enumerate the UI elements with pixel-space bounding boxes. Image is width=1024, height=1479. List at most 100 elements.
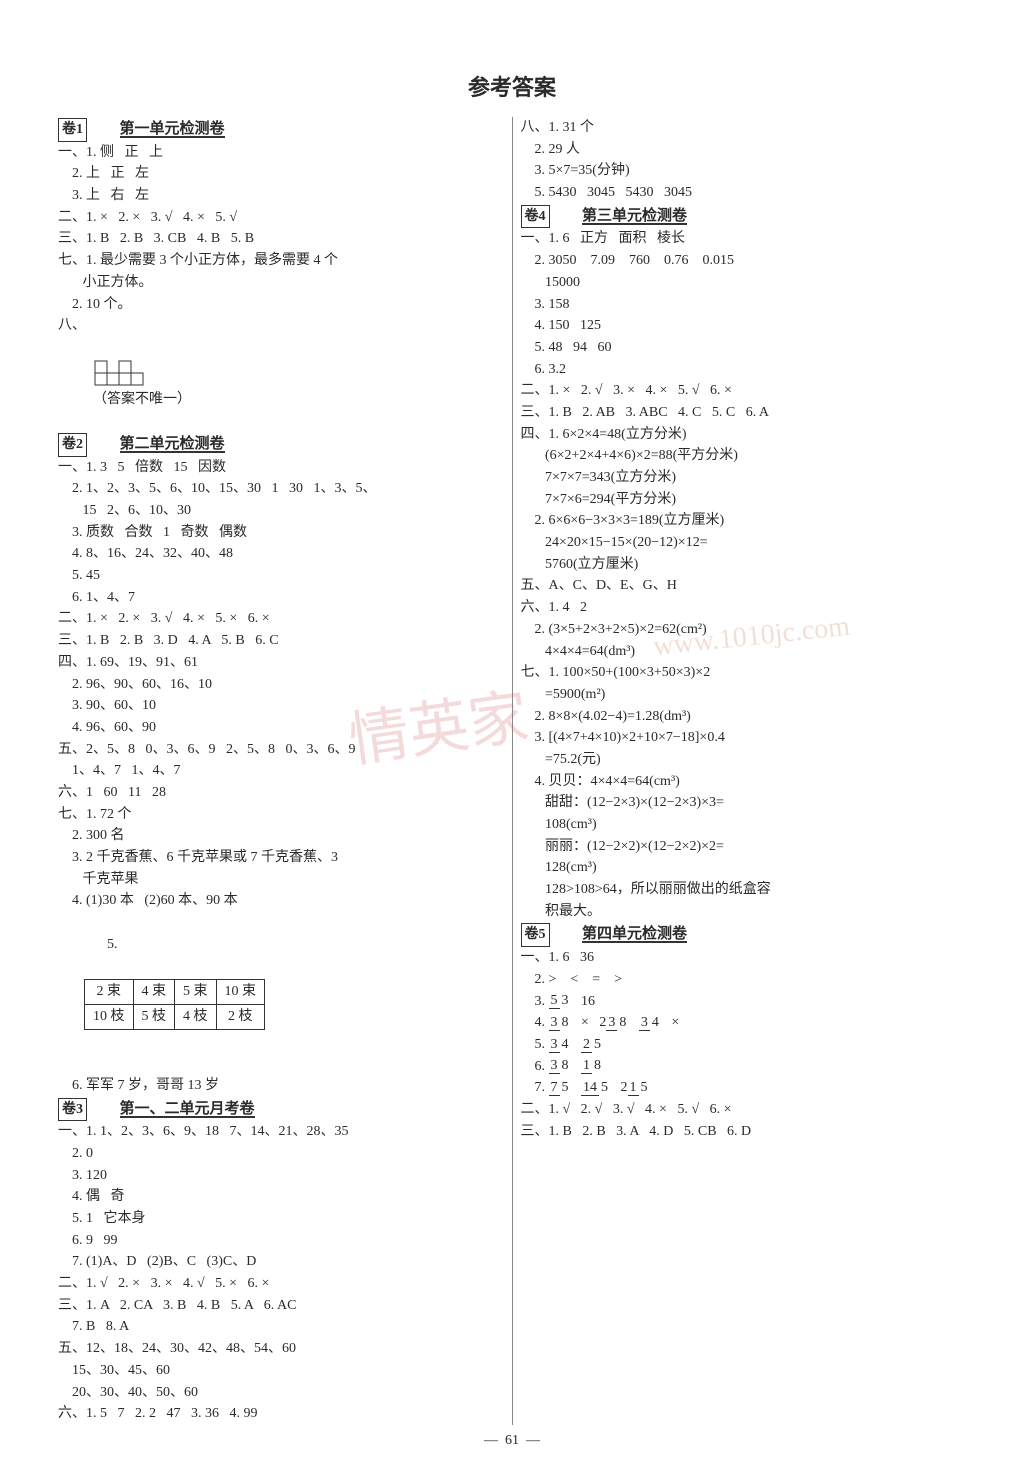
j2-after: 6. 军军 7 岁，哥哥 13 岁: [58, 1075, 504, 1097]
j2-table-row: 5. 2 束4 束5 束10 束10 枝5 枝4 枝2 枝: [58, 912, 504, 1075]
table-cell: 4 束: [133, 980, 175, 1005]
text-line: 2. 1、2、3、5、6、10、15、30 1 30 1、3、5、: [58, 478, 504, 500]
text-line: 3. 158: [521, 294, 967, 316]
section-j5: 卷5 第四单元检测卷 一、1. 6 36 2. > < = > 3. 53 16…: [521, 922, 967, 1142]
cube-diagram-icon: [93, 359, 151, 389]
text-line: 15、30、45、60: [58, 1360, 504, 1382]
section-title-j3: 第一、二单元月考卷: [95, 1100, 255, 1117]
table-cell: 10 枝: [85, 1004, 134, 1029]
text-line: 2. 上 正 左: [58, 163, 504, 185]
text-line: 三、1. B 2. B 3. D 4. A 5. B 6. C: [58, 630, 504, 652]
text-line: 6. 1、4、7: [58, 587, 504, 609]
text-line: 3. 2 千克香蕉、6 千克苹果或 7 千克香蕉、3: [58, 847, 504, 869]
text-line: 2. 8×8×(4.02−4)=1.28(dm³): [521, 706, 967, 728]
section-j1: 卷1 第一单元检测卷 一、1. 侧 正 上 2. 上 正 左 3. 上 右 左二…: [58, 117, 504, 432]
text-line: 7×7×6=294(平方分米): [521, 489, 967, 511]
left-column: 卷1 第一单元检测卷 一、1. 侧 正 上 2. 上 正 左 3. 上 右 左二…: [50, 117, 513, 1425]
text-line: 二、1. √ 2. √ 3. √ 4. × 5. √ 6. ×: [521, 1099, 967, 1121]
text-line: 七、1. 72 个: [58, 804, 504, 826]
text-line: 丽丽：(12−2×2)×(12−2×2)×2=: [521, 836, 967, 858]
text-line: 4. (1)30 本 (2)60 本、90 本: [58, 890, 504, 912]
text-line: 7×7×7=343(立方分米): [521, 467, 967, 489]
text-line: 二、1. × 2. √ 3. × 4. × 5. √ 6. ×: [521, 380, 967, 402]
text-line: 15 2、6、10、30: [58, 500, 504, 522]
page-title: 参考答案: [50, 70, 974, 102]
page: 参考答案 卷1 第一单元检测卷 一、1. 侧 正 上 2. 上 正 左 3. 上…: [0, 0, 1024, 1479]
text-line: 6. 3.2: [521, 359, 967, 381]
text-line: (6×2+2×4+4×6)×2=88(平方分米): [521, 445, 967, 467]
text-line: 二、1. × 2. × 3. √ 4. × 5. × 6. ×: [58, 608, 504, 630]
text-line: 4. 贝贝：4×4×4=64(cm³): [521, 771, 967, 793]
box-label-j2: 卷2: [58, 433, 87, 457]
j5-lines: 一、1. 6 36 2. > < = >: [521, 947, 967, 990]
table-cell: 4 枝: [175, 1004, 217, 1029]
table-row: 10 枝5 枝4 枝2 枝: [85, 1004, 265, 1029]
text-line: 24×20×15−15×(20−12)×12=: [521, 532, 967, 554]
text-line: 5. 45: [58, 565, 504, 587]
text-line: 四、1. 69、19、91、61: [58, 652, 504, 674]
text-line: 2. 96、90、60、16、10: [58, 674, 504, 696]
j4-lines: 一、1. 6 正方 面积 棱长 2. 3050 7.09 760 0.76 0.…: [521, 228, 967, 922]
text-line: 2. 300 名: [58, 825, 504, 847]
text-line: 2. 3050 7.09 760 0.76 0.015: [521, 250, 967, 272]
text-line: 六、1. 4 2: [521, 597, 967, 619]
text-line: 7. B 8. A: [58, 1316, 504, 1338]
text-line: 7. 75 145 215: [521, 1077, 967, 1099]
text-line: =5900(m²): [521, 684, 967, 706]
text-line: 5. 48 94 60: [521, 337, 967, 359]
table-row: 2 束4 束5 束10 束: [85, 980, 265, 1005]
section-title-j5: 第四单元检测卷: [557, 925, 687, 942]
j3-lines: 一、1. 1、2、3、6、9、18 7、14、21、28、35 2. 0 3. …: [58, 1121, 504, 1425]
text-line: 3. 90、60、10: [58, 695, 504, 717]
section-j2: 卷2 第二单元检测卷 一、1. 3 5 倍数 15 因数 2. 1、2、3、5、…: [58, 432, 504, 1097]
text-line: 4×4×4=64(dm³): [521, 641, 967, 663]
text-line: 三、1. A 2. CA 3. B 4. B 5. A 6. AC: [58, 1295, 504, 1317]
text-line: 千克苹果: [58, 869, 504, 891]
text-line: 3. 53 16: [521, 991, 967, 1013]
text-line: 1、4、7 1、4、7: [58, 760, 504, 782]
box-label-j5: 卷5: [521, 923, 550, 947]
text-line: 七、1. 最少需要 3 个小正方体，最多需要 4 个: [58, 250, 504, 272]
j1-lines: 一、1. 侧 正 上 2. 上 正 左 3. 上 右 左二、1. × 2. × …: [58, 142, 504, 337]
box-label-j4: 卷4: [521, 205, 550, 229]
table-cell: 10 束: [216, 980, 265, 1005]
text-line: 二、1. √ 2. × 3. × 4. √ 5. × 6. ×: [58, 1273, 504, 1295]
text-line: 五、A、C、D、E、G、H: [521, 575, 967, 597]
text-line: 六、1. 5 7 2. 2 47 3. 36 4. 99: [58, 1403, 504, 1425]
text-line: 5. 34 25: [521, 1034, 967, 1056]
text-line: 4. 38 × 238 34 ×: [521, 1012, 967, 1034]
text-line: 一、1. 6 正方 面积 棱长: [521, 228, 967, 250]
section-j3: 卷3 第一、二单元月考卷 一、1. 1、2、3、6、9、18 7、14、21、2…: [58, 1097, 504, 1425]
text-line: 甜甜：(12−2×3)×(12−2×3)×3=: [521, 792, 967, 814]
right-top-lines: 八、1. 31 个 2. 29 人 3. 5×7=35(分钟) 5. 5430 …: [521, 117, 967, 204]
text-line: 2. > < = >: [521, 969, 967, 991]
text-line: 3. [(4×7+4×10)×2+10×7−18]×0.4: [521, 727, 967, 749]
section-title-j4: 第三单元检测卷: [557, 207, 687, 224]
text-line: 小正方体。: [58, 272, 504, 294]
j2-table: 2 束4 束5 束10 束10 枝5 枝4 枝2 枝: [84, 979, 265, 1029]
text-line: 5. 5430 3045 5430 3045: [521, 182, 967, 204]
diagram-note: （答案不唯一）: [93, 392, 191, 407]
text-line: 108(cm³): [521, 814, 967, 836]
text-line: 2. (3×5+2×3+2×5)×2=62(cm²): [521, 619, 967, 641]
text-line: 六、1 60 11 28: [58, 782, 504, 804]
text-line: 二、1. × 2. × 3. √ 4. × 5. √: [58, 207, 504, 229]
text-line: 三、1. B 2. AB 3. ABC 4. C 5. C 6. A: [521, 402, 967, 424]
j5-frac-lines: 3. 53 16 4. 38 × 238 34 × 5. 34 25 6. 38…: [521, 991, 967, 1099]
text-line: 积最大。: [521, 901, 967, 923]
text-line: 4. 偶 奇: [58, 1186, 504, 1208]
text-line: 3. 120: [58, 1165, 504, 1187]
text-line: 4. 8、16、24、32、40、48: [58, 543, 504, 565]
text-line: 一、1. 6 36: [521, 947, 967, 969]
text-line: 一、1. 侧 正 上: [58, 142, 504, 164]
text-line: 一、1. 1、2、3、6、9、18 7、14、21、28、35: [58, 1121, 504, 1143]
text-line: 6. 38 18: [521, 1056, 967, 1078]
table-cell: 2 束: [85, 980, 134, 1005]
text-line: 6. 军军 7 岁，哥哥 13 岁: [58, 1075, 504, 1097]
text-line: 2. 0: [58, 1143, 504, 1165]
box-label-j3: 卷3: [58, 1098, 87, 1122]
text-line: 15000: [521, 272, 967, 294]
j1-diagram-line: （答案不唯一）: [58, 337, 504, 432]
text-line: 5760(立方厘米): [521, 554, 967, 576]
text-line: 7. (1)A、D (2)B、C (3)C、D: [58, 1251, 504, 1273]
